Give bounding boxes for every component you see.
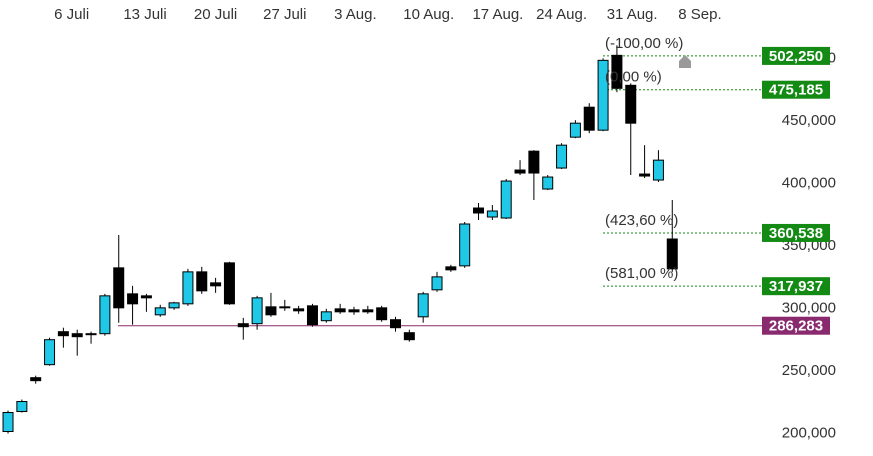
level-box (762, 316, 830, 335)
candle-body (431, 276, 443, 291)
candle-body (528, 150, 540, 174)
level-box (762, 223, 830, 242)
candle-body (306, 305, 318, 326)
candle-body (265, 306, 277, 316)
candle-body (459, 223, 471, 267)
candle-body (85, 333, 97, 336)
candle-body (403, 332, 415, 341)
x-tick-label: 17 Aug. (472, 6, 523, 23)
candle-body (154, 307, 166, 316)
candle-body (2, 412, 14, 433)
candle-body (168, 302, 180, 309)
x-tick-label: 20 Juli (194, 6, 237, 23)
x-tick-label: 10 Aug. (403, 6, 454, 23)
level-box (762, 80, 830, 99)
candle-body (44, 339, 56, 366)
candle-body (182, 271, 194, 305)
candle-body (320, 311, 332, 322)
candle-body (113, 267, 125, 309)
y-tick-label: 200,000 (782, 424, 836, 441)
level-box (762, 46, 830, 65)
y-tick-label: 450,000 (782, 112, 836, 129)
candle-body (486, 210, 498, 218)
candle-body (611, 54, 623, 89)
candle-body (293, 308, 305, 312)
candle-body (251, 297, 263, 325)
level-note: (0,00 %) (605, 69, 662, 86)
candle-body (334, 308, 346, 313)
candle-body (666, 238, 678, 270)
candle-body (376, 307, 388, 321)
candle-body (127, 293, 139, 305)
candle-body (223, 262, 235, 305)
candle-body (597, 59, 609, 131)
candle-body (639, 173, 651, 177)
y-tick-label: 300,000 (782, 300, 836, 317)
level-label: 360,538 (769, 225, 823, 242)
x-tick-label: 27 Juli (263, 6, 306, 23)
candle-body (279, 306, 291, 309)
candle-body (652, 159, 664, 181)
candle-body (542, 176, 554, 190)
x-tick-label: 8 Sep. (678, 6, 721, 23)
level-label: 317,937 (769, 278, 823, 295)
candle-body (362, 309, 374, 313)
level-note: (581,00 %) (605, 265, 678, 282)
candle-body (196, 271, 208, 292)
level-label: 286,283 (769, 318, 823, 335)
y-tick-label: 400,000 (782, 175, 836, 192)
candle-body (30, 377, 42, 382)
y-tick-label: 250,000 (782, 362, 836, 379)
candle-body (99, 295, 111, 335)
level-note: (-100,00 %) (605, 35, 683, 52)
candle-body (210, 282, 222, 287)
level-note: (423,60 %) (605, 212, 678, 229)
candle-body (569, 122, 581, 138)
candle-body (16, 401, 28, 413)
marker-icon[interactable] (679, 55, 691, 68)
x-tick-label: 24 Aug. (536, 6, 587, 23)
candle-body (583, 106, 595, 131)
x-tick-label: 3 Aug. (334, 6, 377, 23)
candle-body (71, 333, 83, 338)
candle-body (417, 293, 429, 318)
candle-body (445, 266, 457, 271)
candle-body (556, 144, 568, 169)
candle-body (237, 323, 249, 328)
x-tick-label: 13 Juli (123, 6, 166, 23)
candle-body (348, 309, 360, 313)
candle-body (625, 84, 637, 124)
candle-body (140, 295, 152, 299)
candle-body (500, 180, 512, 219)
candle-body (514, 169, 526, 174)
level-label: 475,185 (769, 82, 823, 99)
level-label: 502,250 (769, 48, 823, 65)
candle-body (389, 319, 401, 329)
level-box (762, 277, 830, 296)
candle-body (57, 331, 69, 337)
candle-body (473, 207, 485, 214)
x-tick-label: 6 Juli (54, 6, 89, 23)
x-tick-label: 31 Aug. (607, 6, 658, 23)
